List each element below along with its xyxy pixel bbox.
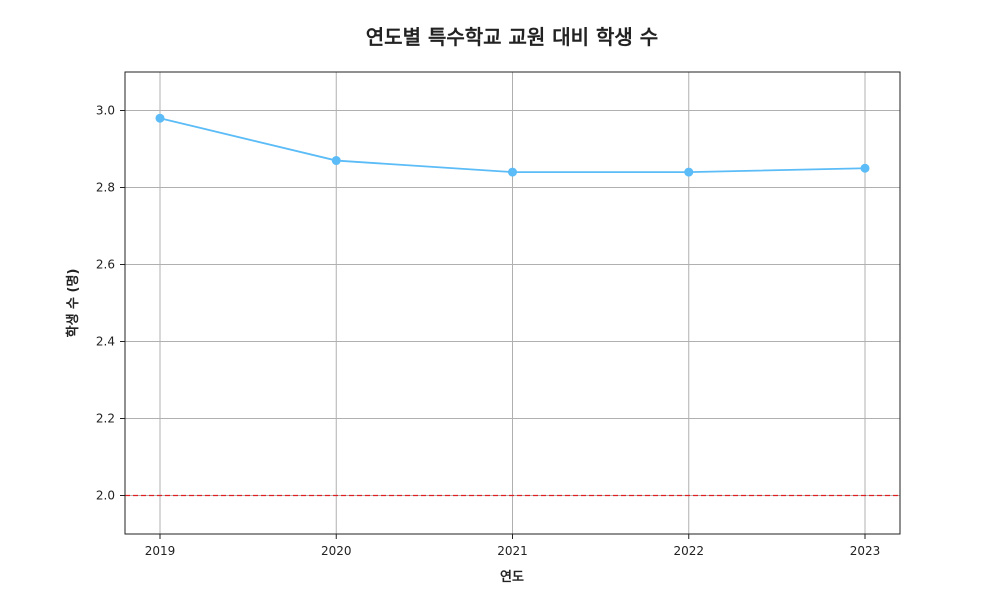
data-point xyxy=(860,163,870,173)
series-layer xyxy=(155,113,870,177)
x-tick-label: 2020 xyxy=(321,544,352,558)
grid-lines xyxy=(125,72,900,534)
chart-title: 연도별 특수학교 교원 대비 학생 수 xyxy=(366,25,658,49)
y-axis-label: 학생 수 (명) xyxy=(65,269,81,338)
y-tick-label: 2.8 xyxy=(96,181,115,195)
x-axis-ticks: 2019 2020 2021 2022 2023 xyxy=(145,534,881,558)
y-tick-label: 2.0 xyxy=(96,489,115,503)
x-tick-label: 2021 xyxy=(497,544,528,558)
x-tick-label: 2022 xyxy=(673,544,704,558)
data-point xyxy=(331,156,341,166)
data-point xyxy=(508,167,517,177)
data-point xyxy=(155,113,165,123)
x-tick-label: 2019 xyxy=(145,544,176,558)
y-tick-label: 2.6 xyxy=(96,258,115,272)
y-tick-label: 2.4 xyxy=(96,335,115,349)
x-axis-label: 연도 xyxy=(500,570,524,585)
y-tick-label: 3.0 xyxy=(96,104,115,118)
x-tick-label: 2023 xyxy=(850,544,881,558)
y-axis-ticks: 2.0 2.2 2.4 2.6 2.8 3.0 xyxy=(96,104,125,503)
y-tick-label: 2.2 xyxy=(96,412,115,426)
data-point xyxy=(684,167,694,177)
